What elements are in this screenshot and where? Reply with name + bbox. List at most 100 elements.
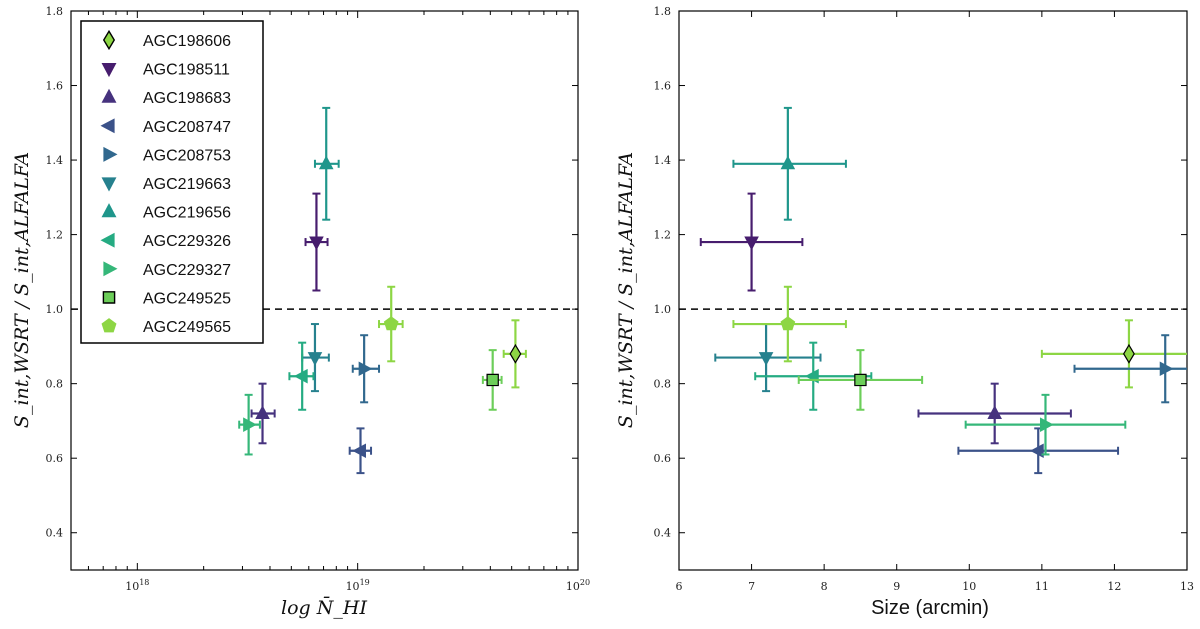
- legend-label: AGC219656: [143, 205, 231, 222]
- marker-triangle-up: [255, 405, 270, 419]
- legend-label: AGC208753: [143, 147, 231, 164]
- data-point-AGC198683: [917, 382, 1072, 445]
- legend-entry-AGC198683: AGC198683: [101, 88, 231, 107]
- marker-pentagon: [383, 316, 399, 331]
- legend-marker-diamond: [102, 29, 116, 51]
- marker-triangle-left: [1029, 443, 1044, 459]
- legend-entry-AGC219656: AGC219656: [101, 203, 231, 222]
- legend-entry-AGC208753: AGC208753: [103, 146, 231, 164]
- legend-marker-triangle-left: [100, 232, 115, 248]
- marker-pentagon: [780, 316, 796, 331]
- legend-label: AGC198683: [143, 90, 231, 107]
- right-x-tick-label: 10: [962, 580, 976, 593]
- left-y-tick-label: 0.4: [46, 527, 64, 540]
- legend-entry-AGC198511: AGC198511: [101, 62, 230, 79]
- data-point-AGC229327: [238, 393, 261, 456]
- right-y-tick-label: 0.8: [654, 378, 672, 391]
- left-x-tick-label: 1020: [566, 578, 590, 593]
- data-point-AGC219663: [714, 323, 822, 393]
- legend-entry-AGC219663: AGC219663: [101, 176, 231, 193]
- right-y-axis-label: S_int,WSRT / S_int,ALFALFA: [615, 152, 637, 428]
- legend-label: AGC249565: [143, 319, 231, 336]
- right-plot-frame: [678, 10, 1188, 571]
- legend-marker-triangle-down: [101, 63, 117, 78]
- data-point-AGC208747: [348, 427, 373, 475]
- right-x-tick-label: 8: [821, 580, 828, 593]
- left-y-tick-label: 1.2: [46, 229, 64, 242]
- marker-triangle-up: [318, 155, 334, 170]
- left-x-tick-label: 1018: [125, 578, 149, 593]
- legend-label: AGC219663: [143, 176, 231, 193]
- right-y-tick-label: 1.8: [654, 5, 672, 18]
- right-points: [699, 106, 1187, 475]
- legend-label: AGC249525: [143, 290, 231, 307]
- data-point-AGC229327: [964, 393, 1127, 456]
- legend-marker-triangle-right: [103, 146, 118, 162]
- legend-entry-AGC229327: AGC229327: [103, 261, 231, 279]
- marker-diamond: [509, 343, 522, 364]
- marker-triangle-right: [1159, 361, 1174, 377]
- legend-label: AGC229326: [143, 233, 231, 250]
- right-x-tick-label: 7: [748, 580, 755, 593]
- legend-marker-square: [102, 291, 116, 304]
- right-y-tick-label: 0.4: [654, 527, 672, 540]
- data-point-AGC198511: [699, 192, 804, 292]
- legend-marker-triangle-left: [100, 118, 115, 134]
- right-y-tick-label: 1.2: [654, 229, 672, 242]
- right-y-tick-label: 0.6: [654, 452, 672, 465]
- right-y-tick-label: 1.0: [654, 303, 672, 316]
- legend-label: AGC198511: [143, 62, 230, 79]
- marker-triangle-up: [987, 405, 1002, 419]
- marker-square: [486, 373, 499, 387]
- legend-marker-triangle-right: [103, 261, 118, 277]
- data-point-AGC208753: [351, 334, 381, 404]
- legend-label: AGC208747: [143, 119, 231, 136]
- data-point-AGC229326: [288, 341, 315, 411]
- marker-triangle-right: [358, 361, 373, 377]
- right-x-tick-label: 11: [1035, 580, 1049, 593]
- right-y-tick-label: 1.6: [654, 80, 672, 93]
- right-x-tick-label: 9: [893, 580, 900, 593]
- legend-entry-AGC249525: AGC249525: [102, 290, 231, 307]
- data-point-AGC198606: [502, 319, 527, 389]
- left-y-axis-label: S_int,WSRT / S_int,ALFALFA: [11, 152, 33, 428]
- left-points: [238, 106, 527, 475]
- data-point-AGC198606: [1040, 319, 1187, 389]
- legend-entry-AGC198606: AGC198606: [102, 29, 231, 51]
- left-y-tick-label: 0.8: [46, 378, 64, 391]
- data-point-AGC198511: [304, 192, 329, 292]
- right-panel: 0.4 0.6 0.8 1.0 1.2 1.4 1.6 1.8 6 7 8 9 10 11 12 13: [654, 5, 1195, 593]
- legend-label: AGC229327: [143, 262, 231, 279]
- data-point-AGC219656: [313, 106, 340, 221]
- legend-marker-triangle-up: [101, 88, 117, 103]
- legend-entry-AGC229326: AGC229326: [100, 232, 231, 250]
- marker-triangle-down: [758, 352, 774, 366]
- left-y-tick-label: 1.4: [46, 154, 64, 167]
- data-point-AGC249525: [481, 349, 503, 411]
- right-x-tick-label: 13: [1180, 580, 1194, 593]
- marker-diamond: [1122, 343, 1135, 364]
- left-panel: 0.4 0.6 0.8 1.0 1.2 1.4 1.6 1.8 1018 1019 1020: [46, 5, 591, 593]
- legend-marker-triangle-up: [101, 203, 117, 218]
- marker-triangle-up: [780, 155, 796, 170]
- right-x-tick-label: 6: [676, 580, 683, 593]
- legend-marker-pentagon: [101, 318, 117, 333]
- legend: AGC198606 AGC198511 AGC198683 AGC208747 AGC2…: [80, 20, 264, 344]
- left-y-tick-label: 0.6: [46, 452, 64, 465]
- left-y-tick-label: 1.8: [46, 5, 64, 18]
- marker-triangle-down: [744, 236, 759, 251]
- left-y-tick-label: 1.6: [46, 80, 64, 93]
- left-y-tick-label: 1.0: [46, 303, 64, 316]
- marker-triangle-down: [307, 352, 323, 366]
- marker-triangle-down: [309, 236, 324, 251]
- right-x-axis-label: Size (arcmin): [871, 597, 989, 619]
- data-point-AGC208747: [957, 427, 1120, 475]
- legend-entry-AGC208747: AGC208747: [100, 118, 231, 136]
- data-point-AGC198683: [250, 382, 276, 445]
- marker-triangle-left: [293, 368, 308, 384]
- legend-entry-AGC249565: AGC249565: [101, 318, 231, 336]
- legend-label: AGC198606: [143, 33, 231, 50]
- marker-triangle-right: [1039, 417, 1054, 432]
- marker-triangle-right: [243, 417, 257, 432]
